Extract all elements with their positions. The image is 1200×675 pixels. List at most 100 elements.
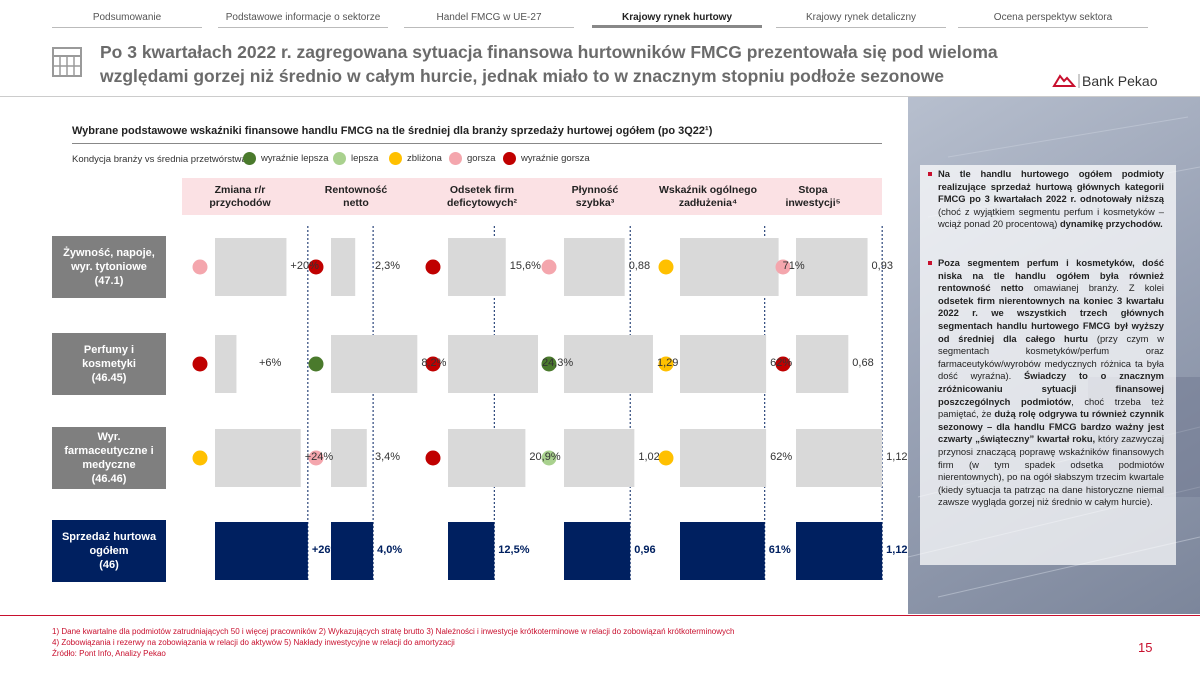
data-label: 20,9% (529, 451, 561, 463)
bullet-marker (928, 261, 932, 265)
bar (796, 429, 883, 487)
data-label: 0,96 (634, 544, 656, 556)
data-label: 12,5% (498, 544, 530, 556)
tab-podstawowe-informacje[interactable]: Podstawowe informacje o sektorze (218, 12, 388, 28)
status-dot (192, 259, 208, 275)
row-name: Żywność, napoje, wyr. tytoniowe (63, 247, 155, 273)
row-code: (46.45) (91, 372, 127, 384)
status-dot (541, 450, 557, 466)
commentary-2-bold-a: Poza segmentem perfum i kosmetyków, dość… (938, 257, 1164, 294)
source-note: Źródło: Pont Info, Analizy Pekao (52, 649, 166, 658)
bar (796, 238, 868, 296)
tab-krajowy-rynek-hurtowy[interactable]: Krajowy rynek hurtowy (592, 12, 762, 28)
bank-pekao-logo-icon (1052, 74, 1080, 88)
bar (215, 522, 308, 580)
column-header-line2: szybka³ (575, 197, 615, 209)
legend-swatch (333, 152, 346, 165)
status-dot (658, 450, 674, 466)
commentary-paragraph-2: Poza segmentem perfum i kosmetyków, dość… (938, 257, 1164, 509)
legend-item-zblizona: zbliżona (389, 152, 442, 165)
column-header-line1: Rentowność (324, 184, 388, 196)
data-label: +26% (311, 544, 341, 556)
data-label: 62% (770, 357, 793, 369)
column-header-5: Stopa inwestycji⁵ (753, 184, 873, 210)
data-label: 8,2% (421, 357, 447, 369)
bar (680, 522, 765, 580)
text-panel-backdrop (920, 165, 1176, 565)
data-label: 3,4% (375, 451, 401, 463)
data-label: 4,0% (377, 544, 403, 556)
row-name: Sprzedaż hurtowa ogółem (61, 531, 157, 557)
legend-label: lepsza (351, 153, 379, 164)
status-dot (308, 259, 324, 275)
tab-handel-fmcg-ue[interactable]: Handel FMCG w UE-27 (404, 12, 574, 28)
commentary-2-text-d: który zazwyczaj przynosi znaczącą popraw… (938, 433, 1164, 508)
legend-label: gorsza (467, 153, 496, 164)
row-label-0: Żywność, napoje, wyr. tytoniowe (47.1) (52, 236, 166, 298)
legend-item-wyraznie-gorsza: wyraźnie gorsza (503, 152, 590, 165)
bar (331, 335, 418, 393)
commentary-1-text-a: (choć z wyjątkiem segmentu perfum i kosm… (938, 205, 1164, 230)
data-label: 61% (768, 544, 791, 556)
status-dot (658, 356, 674, 372)
legend-swatch (389, 152, 402, 165)
data-label: 0,88 (628, 260, 651, 272)
bar (564, 238, 625, 296)
data-label: +6% (259, 357, 282, 369)
commentary-2-text-a: omawianej branży. Z kolei (1023, 282, 1164, 294)
footer-divider (0, 615, 1200, 616)
bar (331, 522, 374, 580)
column-header-line1: Wskaźnik ogólnego (658, 184, 757, 196)
commentary-2-text-b: (przy czym w segmentach kosmetyków/perfu… (938, 332, 1164, 382)
legend-swatch (243, 152, 256, 165)
commentary-1-bold-b: dynamikę przychodów. (1059, 218, 1163, 230)
data-label: 24,3% (542, 357, 574, 369)
bar (448, 522, 495, 580)
column-header-line1: Odsetek firm (449, 184, 515, 196)
column-header-line2: deficytowych² (446, 197, 517, 209)
commentary-2-bold-d: dużą rolę odgrywa tu również czynnik sez… (938, 408, 1164, 445)
column-header-line1: Zmiana r/r (214, 184, 266, 196)
bar (680, 429, 767, 487)
section-nav: Podsumowanie Podstawowe informacje o sek… (0, 0, 1200, 30)
tab-podsumowanie[interactable]: Podsumowanie (52, 12, 202, 28)
data-label: +20% (290, 260, 319, 272)
column-header-line1: Płynność (571, 184, 619, 196)
data-label: 2,3% (375, 260, 401, 272)
bar (680, 238, 779, 296)
footnote-line-1: 1) Dane kwartalne dla podmiotów zatrudni… (52, 627, 735, 636)
row-code: (46) (99, 559, 119, 571)
warehouse-icon (52, 47, 82, 77)
chart-title-divider (72, 143, 882, 144)
row-name: Perfumy i kosmetyki (82, 344, 136, 370)
tab-krajowy-rynek-detaliczny[interactable]: Krajowy rynek detaliczny (776, 12, 946, 28)
column-header-2: Odsetek firm deficytowych² (422, 184, 542, 210)
data-label: 1,12 (886, 544, 908, 556)
data-label: 1,02 (638, 451, 660, 463)
chart-title: Wybrane podstawowe wskaźniki finansowe h… (72, 125, 713, 137)
tab-ocena-perspektyw[interactable]: Ocena perspektyw sektora (958, 12, 1148, 28)
legend-swatch (503, 152, 516, 165)
row-label-3: Sprzedaż hurtowa ogółem (46) (52, 520, 166, 582)
legend-item-lepsza: lepsza (333, 152, 378, 165)
data-label: 0,93 (871, 260, 893, 272)
column-header-band (182, 178, 882, 215)
legend-swatch (449, 152, 462, 165)
legend-caption: Kondycja branży vs średnia przetwórstwa: (72, 154, 250, 165)
commentary-1-bold-a: Na tle handlu hurtowego ogółem podmioty … (938, 168, 1164, 205)
commentary-2-bold-b: odsetek firm nierentownych na koniec 3 k… (938, 294, 1164, 344)
row-label-1: Perfumy i kosmetyki (46.45) (52, 333, 166, 395)
commentary-2-text-c: , choć trzeba też pamiętać, że (938, 395, 1164, 420)
column-header-1: Rentowność netto (296, 184, 416, 210)
page-title-line1: Po 3 kwartałach 2022 r. zagregowana sytu… (100, 42, 998, 62)
status-dot (775, 356, 791, 372)
footnote-line-2: 4) Zobowiązania i rezerwy na zobowiązani… (52, 638, 455, 647)
bar (215, 335, 237, 393)
column-header-line2: zadłużenia⁴ (678, 197, 738, 209)
column-header-line2: inwestycji⁵ (785, 197, 841, 209)
status-dot (541, 356, 557, 372)
status-dot (658, 259, 674, 275)
bar (680, 335, 767, 393)
status-dot (425, 450, 441, 466)
